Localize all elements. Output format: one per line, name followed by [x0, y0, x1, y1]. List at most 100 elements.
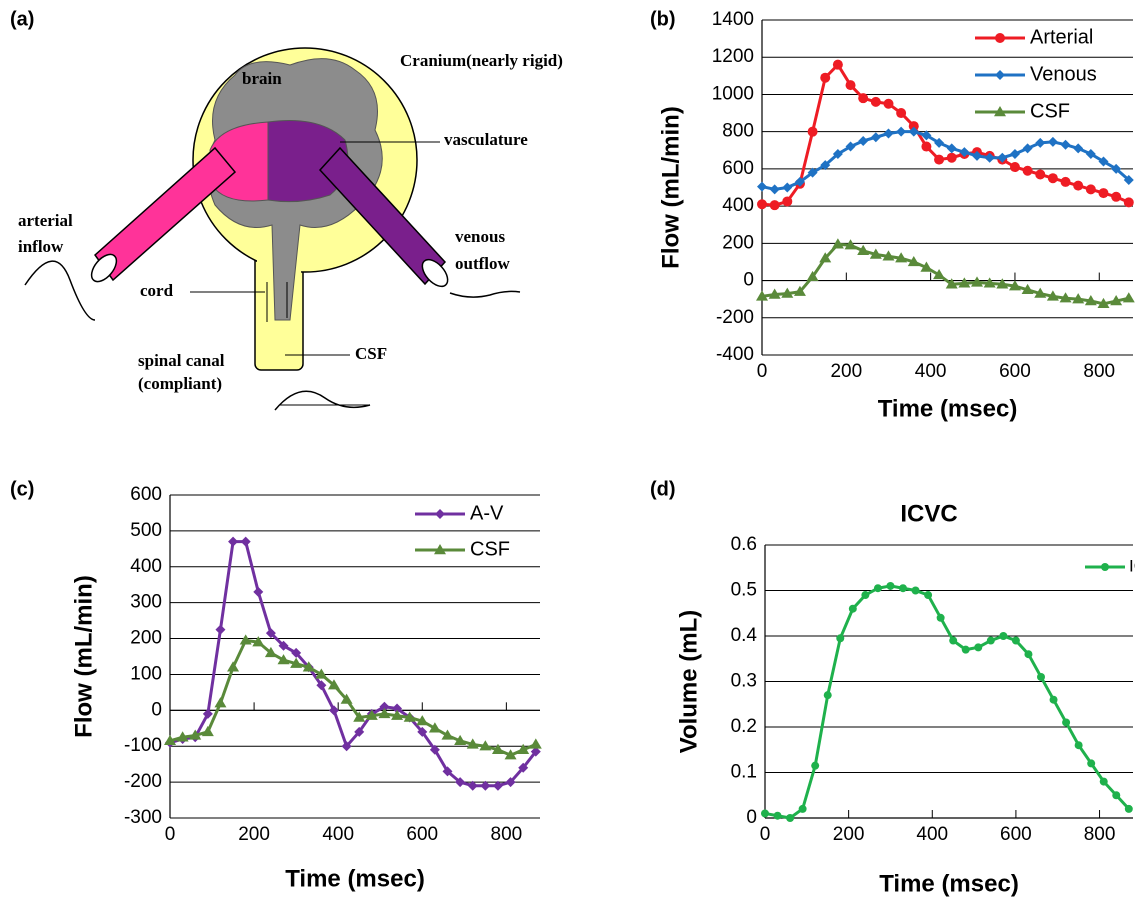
marker — [907, 255, 920, 267]
y-tick-label: 600 — [130, 484, 162, 505]
panel-label: (a) — [10, 8, 34, 30]
x-tick-label: 800 — [1083, 361, 1115, 382]
y-axis-title: Flow (mL/min) — [657, 106, 684, 269]
marker — [215, 624, 226, 635]
marker — [768, 288, 781, 299]
marker — [1097, 297, 1110, 309]
x-axis-title: Time (msec) — [878, 395, 1018, 422]
arterial-wave — [24, 260, 96, 321]
marker — [820, 160, 831, 171]
diagram-label: (compliant) — [138, 374, 222, 393]
marker — [1047, 136, 1058, 147]
marker — [994, 106, 1006, 117]
marker — [896, 126, 907, 137]
marker — [995, 33, 1005, 43]
marker — [959, 147, 970, 158]
marker — [1060, 176, 1071, 187]
marker — [1062, 718, 1071, 727]
marker — [984, 152, 995, 163]
marker — [1122, 292, 1135, 303]
marker — [253, 586, 264, 597]
arterial-tube-end — [90, 253, 118, 283]
marker — [1022, 143, 1033, 154]
y-tick-label: 600 — [722, 158, 754, 179]
marker — [1046, 290, 1059, 301]
y-tick-label: 1400 — [712, 9, 754, 30]
marker — [341, 741, 352, 752]
marker — [480, 780, 491, 791]
marker — [1047, 173, 1058, 184]
marker — [429, 744, 440, 755]
marker — [1021, 283, 1034, 295]
marker — [517, 743, 530, 755]
marker — [807, 167, 818, 178]
x-tick-label: 600 — [999, 361, 1031, 382]
marker — [353, 711, 366, 722]
y-tick-label: 0.2 — [731, 716, 757, 737]
legend-label: CSF — [1030, 100, 1070, 122]
marker — [518, 762, 529, 773]
diagram-label: inflow — [18, 237, 64, 256]
y-tick-label: 0.3 — [731, 671, 757, 692]
venous-tube-end — [421, 258, 449, 288]
diagram-label: cord — [140, 281, 174, 300]
marker — [315, 668, 328, 679]
marker — [848, 604, 857, 613]
marker — [227, 661, 240, 672]
marker — [873, 584, 882, 593]
marker — [934, 137, 945, 148]
y-tick-label: 400 — [130, 556, 162, 577]
marker — [996, 278, 1009, 289]
marker — [773, 811, 782, 820]
diagram-label: spinal canal — [138, 351, 225, 370]
y-tick-label: -200 — [124, 771, 162, 792]
marker — [1037, 672, 1045, 681]
y-tick-label: 1000 — [712, 83, 754, 104]
marker — [492, 780, 503, 791]
marker — [239, 634, 252, 645]
x-tick-label: 200 — [830, 361, 862, 382]
marker — [1110, 295, 1123, 306]
marker — [378, 707, 391, 719]
marker — [933, 268, 946, 280]
diagram-label: CSF — [355, 344, 387, 363]
marker — [1123, 175, 1134, 186]
marker — [920, 261, 933, 272]
x-tick-label: 400 — [322, 824, 354, 845]
y-tick-label: 0.6 — [731, 534, 757, 555]
marker — [1098, 156, 1109, 167]
marker — [831, 238, 844, 249]
marker — [403, 711, 416, 722]
y-tick-label: 400 — [722, 195, 754, 216]
marker — [995, 70, 1005, 80]
marker — [1084, 295, 1097, 306]
marker — [214, 697, 227, 708]
marker — [1101, 563, 1109, 571]
marker — [861, 591, 870, 600]
marker — [1099, 777, 1108, 786]
marker — [936, 613, 945, 622]
y-tick-label: 500 — [130, 520, 162, 541]
marker — [786, 814, 795, 822]
marker — [202, 708, 213, 719]
marker — [806, 270, 819, 282]
marker — [972, 150, 983, 161]
marker — [794, 176, 805, 187]
marker — [1111, 163, 1122, 174]
y-tick-label: -200 — [716, 307, 754, 328]
y-tick-label: 800 — [722, 121, 754, 142]
marker — [428, 722, 441, 733]
marker — [1011, 636, 1020, 645]
marker — [340, 693, 353, 704]
marker — [1035, 137, 1046, 148]
legend-label: CSF — [470, 538, 510, 560]
marker — [870, 96, 881, 107]
marker — [176, 731, 189, 742]
marker — [1073, 180, 1084, 191]
legend-label: Arterial — [1030, 26, 1093, 48]
panel-label: (b) — [650, 8, 676, 30]
marker — [467, 780, 478, 791]
marker — [945, 278, 958, 289]
x-tick-label: 200 — [833, 824, 865, 845]
marker — [1059, 292, 1072, 303]
